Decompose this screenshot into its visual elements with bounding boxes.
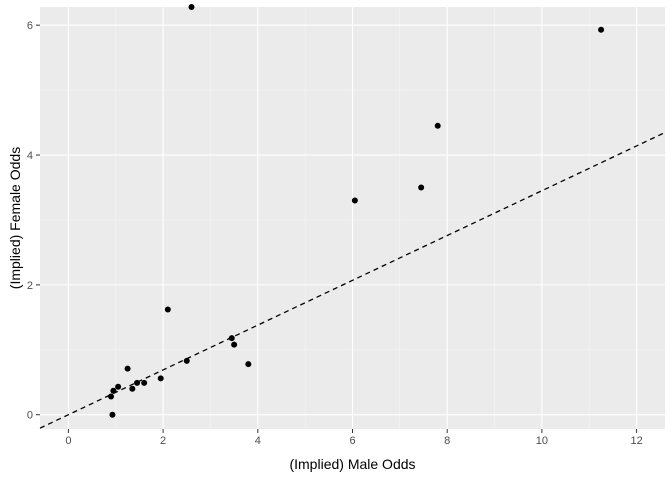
data-point [351, 197, 358, 204]
x-tick-label: 12 [630, 435, 642, 447]
y-tick-label: 0 [27, 410, 33, 422]
data-point [108, 393, 115, 400]
x-tick-label: 0 [65, 435, 71, 447]
data-point [115, 383, 122, 390]
data-point [598, 26, 605, 33]
y-axis: 0 2 4 6 [27, 20, 40, 422]
data-point [231, 341, 238, 348]
y-tick-label: 2 [27, 280, 33, 292]
data-point [109, 411, 116, 418]
reference-line-group [39, 131, 666, 429]
data-point [110, 387, 117, 394]
data-point [141, 379, 148, 386]
x-axis: 0 2 4 6 8 10 12 [65, 429, 643, 447]
y-axis-title: (Implied) Female Odds [7, 147, 23, 289]
x-tick-label: 6 [349, 435, 355, 447]
reference-line [39, 131, 666, 429]
data-point [228, 335, 235, 342]
data-points [108, 4, 605, 418]
data-point [418, 184, 425, 191]
data-point [434, 122, 441, 129]
data-point [245, 361, 252, 368]
x-tick-label: 2 [160, 435, 166, 447]
data-point [134, 379, 141, 386]
data-point [164, 306, 171, 313]
x-tick-label: 4 [255, 435, 261, 447]
y-tick-label: 4 [27, 150, 33, 162]
x-tick-label: 8 [444, 435, 450, 447]
minor-gridlines [40, 7, 665, 429]
data-point [183, 357, 190, 364]
data-point [188, 4, 195, 10]
data-point [124, 365, 131, 372]
data-point [129, 385, 136, 392]
data-point [157, 375, 164, 382]
y-tick-label: 6 [27, 20, 33, 32]
major-gridlines [40, 7, 665, 429]
x-tick-label: 10 [536, 435, 548, 447]
x-axis-title: (Implied) Male Odds [289, 456, 415, 472]
